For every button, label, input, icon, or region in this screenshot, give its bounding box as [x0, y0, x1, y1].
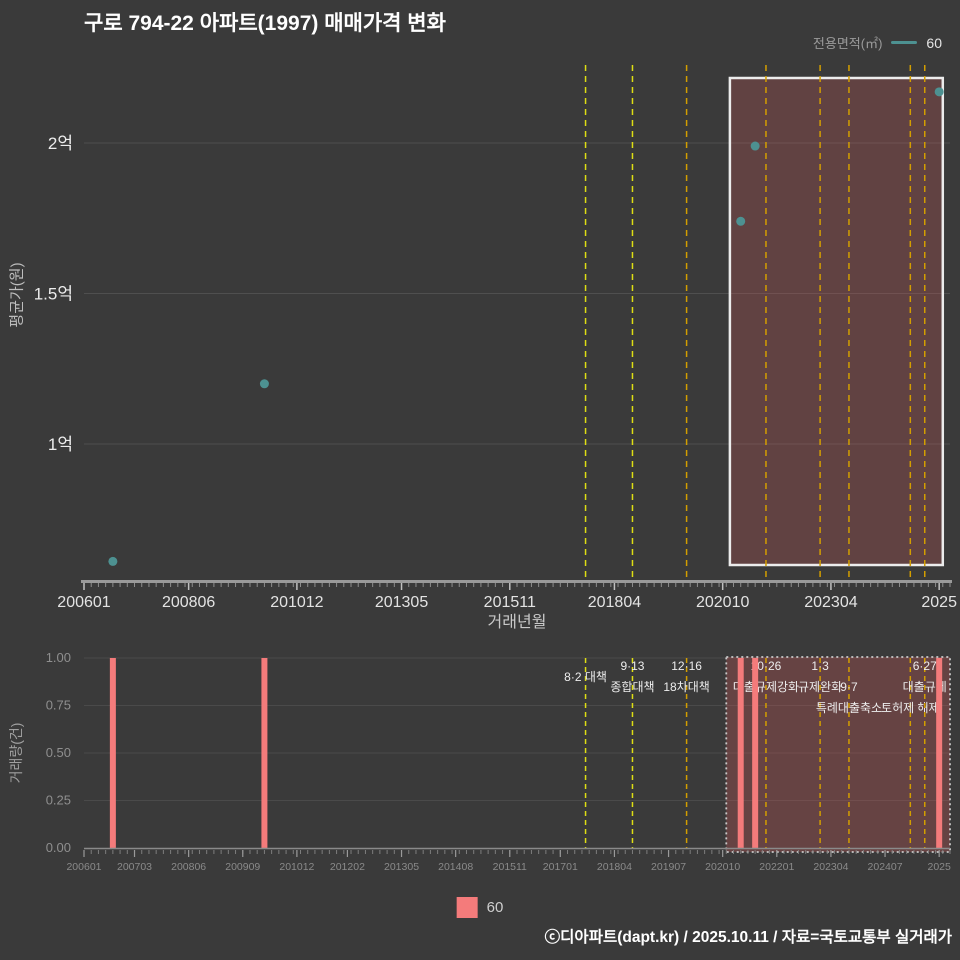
area-legend[interactable]: 전용면적(㎡) 60	[813, 33, 942, 52]
price-y-tick-label: 1억	[48, 435, 73, 454]
policy-annotation: 8·2 대책	[564, 669, 607, 684]
policy-annotation: 10·26	[751, 659, 782, 673]
area-legend-label: 전용면적(㎡)	[812, 36, 883, 51]
price-y-tick-label: 2억	[48, 134, 73, 153]
price-point[interactable]	[259, 379, 269, 389]
policy-annotation: 1·3	[811, 659, 829, 673]
price-x-tick-label: 201012	[270, 594, 323, 611]
volume-x-tick-label: 200806	[171, 861, 206, 873]
policy-annotation: 대출규제	[903, 680, 947, 694]
volume-x-tick-label: 201012	[279, 861, 314, 873]
volume-bar[interactable]	[261, 658, 268, 848]
volume-x-tick-label: 201701	[543, 861, 578, 873]
volume-x-tick-label: 202010	[705, 861, 740, 873]
volume-x-tick-label: 201202	[330, 861, 365, 873]
area-legend-line-swatch	[891, 41, 918, 44]
policy-annotation: 9·13	[620, 659, 644, 673]
policy-annotation: 9·7	[840, 680, 858, 694]
policy-annotation: 규제완화	[798, 680, 842, 694]
policy-annotation: 12·16	[671, 659, 702, 673]
volume-bar[interactable]	[109, 658, 116, 848]
volume-x-tick-label: 201907	[651, 861, 686, 873]
policy-annotation: 토허제 해제	[881, 701, 940, 715]
volume-y-tick-label: 0.50	[46, 745, 71, 760]
price-x-tick-label: 201511	[484, 594, 536, 611]
volume-bar[interactable]	[737, 658, 744, 848]
volume-x-tick-label: 202407	[868, 861, 903, 873]
volume-x-tick-label: 2025	[927, 861, 951, 873]
price-x-axis-label: 거래년월	[487, 614, 547, 631]
policy-annotation: 대출규제강화	[733, 680, 799, 694]
volume-x-tick-label: 200909	[225, 861, 260, 873]
price-x-tick-label: 202010	[696, 594, 749, 611]
volume-legend-swatch	[456, 897, 478, 918]
volume-x-tick-label: 202201	[759, 861, 794, 873]
price-x-tick-label: 200806	[162, 594, 215, 611]
page-title: 구로 794-22 아파트(1997) 매매가격 변화	[84, 12, 446, 35]
price-point[interactable]	[934, 87, 944, 97]
price-y-tick-label: 1.5억	[34, 285, 73, 304]
price-point[interactable]	[108, 556, 118, 566]
price-point[interactable]	[736, 216, 746, 226]
volume-x-tick-label: 201511	[493, 861, 527, 873]
price-x-tick-label: 2025	[921, 594, 957, 611]
volume-x-tick-label: 200703	[117, 861, 152, 873]
volume-bar[interactable]	[752, 658, 759, 848]
policy-annotation: 종합대책	[610, 679, 654, 694]
price-x-tick-label: 201305	[375, 594, 428, 611]
source-credit: ⓒ디아파트(dapt.kr) / 2025.10.11 / 자료=국토교통부 실…	[544, 929, 952, 946]
price-chart: 2억 1.5억 1억 200601 200806 201012 201305 201511 20…	[34, 65, 957, 611]
price-x-tick-label: 202304	[804, 594, 857, 611]
volume-x-tick-label: 202304	[813, 861, 848, 873]
price-x-tick-label: 200601	[57, 594, 110, 611]
policy-annotation: 6·27	[913, 659, 937, 673]
volume-y-tick-label: 0.25	[46, 793, 71, 808]
price-point[interactable]	[750, 141, 760, 151]
volume-y-tick-label: 0.00	[46, 840, 71, 855]
volume-x-tick-label: 201305	[384, 861, 419, 873]
volume-bar[interactable]	[936, 658, 943, 848]
volume-y-tick-label: 1.00	[46, 650, 71, 665]
volume-y-tick-label: 0.75	[46, 698, 71, 713]
policy-annotation: 특례대출축소	[816, 701, 882, 715]
policy-annotation: 18차대책	[663, 679, 709, 694]
recent-period-highlight	[725, 656, 951, 853]
volume-x-tick-label: 201408	[438, 861, 473, 873]
volume-x-tick-label: 201804	[597, 861, 632, 873]
volume-chart: 1.00 0.75 0.50 0.25 0.00 8·2 대책 9·13 종합대책 12·16 1…	[46, 650, 951, 873]
price-x-tick-label: 201804	[588, 594, 641, 611]
area-legend-value: 60	[926, 34, 942, 51]
volume-legend[interactable]: 60	[456, 897, 504, 918]
volume-legend-value: 60	[486, 899, 504, 916]
volume-x-tick-label: 200601	[66, 861, 101, 873]
